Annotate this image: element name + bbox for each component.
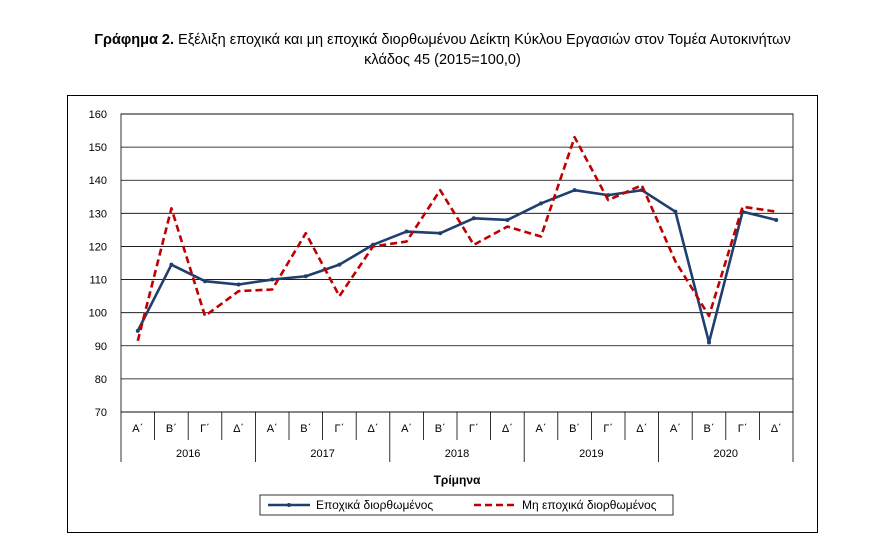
y-tick-label: 130 [89,208,107,220]
x-tick-label: Γ΄ [200,423,210,435]
series-point-1 [539,201,543,206]
x-tick-label: Β΄ [300,423,311,435]
chart-title-line1: Εξέλιξη εποχικά και μη εποχικά διορθωμέν… [178,32,791,48]
x-tick-label: Α΄ [267,423,278,435]
series-point-1 [303,274,308,279]
x-tick-label: Α΄ [132,423,143,435]
year-label: 2018 [445,448,469,460]
y-tick-label: 80 [95,374,107,386]
series-point-1 [707,340,711,345]
year-label: 2017 [310,448,334,460]
series-point-1 [505,217,510,222]
year-label: 2020 [714,448,738,460]
year-label: 2016 [176,448,200,460]
y-tick-label: 140 [89,175,107,187]
y-tick-label: 90 [95,341,107,353]
series-point-1 [135,328,140,333]
legend: Εποχικά διορθωμένος Μη εποχικά διορθωμένο… [259,494,674,516]
series-point-1 [774,217,779,222]
series-point-1 [404,229,409,234]
legend-label-1: Εποχικά διορθωμένος [316,498,433,512]
x-tick-label: Γ΄ [738,423,748,435]
x-tick-label: Γ΄ [335,423,345,435]
legend-swatch-marker-1 [287,503,291,507]
y-tick-label: 150 [89,142,107,154]
y-tick-label: 160 [89,109,107,121]
year-label: 2019 [579,448,603,460]
series-line-2 [136,135,777,342]
y-tick-label: 110 [89,275,107,287]
x-tick-label: Γ΄ [603,423,613,435]
x-tick-label: Δ΄ [233,423,244,435]
x-tick-label: Δ΄ [636,423,647,435]
y-tick-label: 100 [89,308,107,320]
legend-box [259,494,674,516]
series-point-1 [203,279,207,284]
series-point-1 [236,282,241,287]
legend-label-2: Μη εποχικά διορθωμένος [522,498,657,512]
x-tick-label: Β΄ [704,423,715,435]
y-tick-label: 120 [89,241,107,253]
chart-frame [67,95,818,533]
series-point-1 [337,262,342,267]
chart-title-line2: κλάδος 45 (2015=100,0) [364,52,521,68]
x-tick-label: Δ΄ [502,423,513,435]
x-tick-label: Α΄ [670,423,681,435]
plot-area [120,113,794,413]
x-tick-label: Δ΄ [771,423,782,435]
x-tick-label: Α΄ [401,423,412,435]
x-axis-title: Τρίμηνα [434,473,481,487]
x-tick-label: Β΄ [569,423,580,435]
x-tick-label: Β΄ [166,423,177,435]
x-tick-label: Δ΄ [367,423,378,435]
series-line-1 [136,188,777,344]
chart-title-lead: Γράφημα 2. [94,32,175,48]
y-tick-label: 70 [95,407,107,419]
series-point-1 [169,262,174,267]
x-tick-label: Α΄ [536,423,547,435]
x-tick-label: Β΄ [435,423,446,435]
x-tick-label: Γ΄ [469,423,479,435]
series-point-1 [438,231,443,236]
series-point-1 [673,209,678,214]
series-point-1 [270,277,275,282]
series-point-1 [471,216,476,221]
series-point-1 [572,188,577,193]
chart-title: Γράφημα 2. Εξέλιξη εποχικά και μη εποχικ… [0,30,885,70]
